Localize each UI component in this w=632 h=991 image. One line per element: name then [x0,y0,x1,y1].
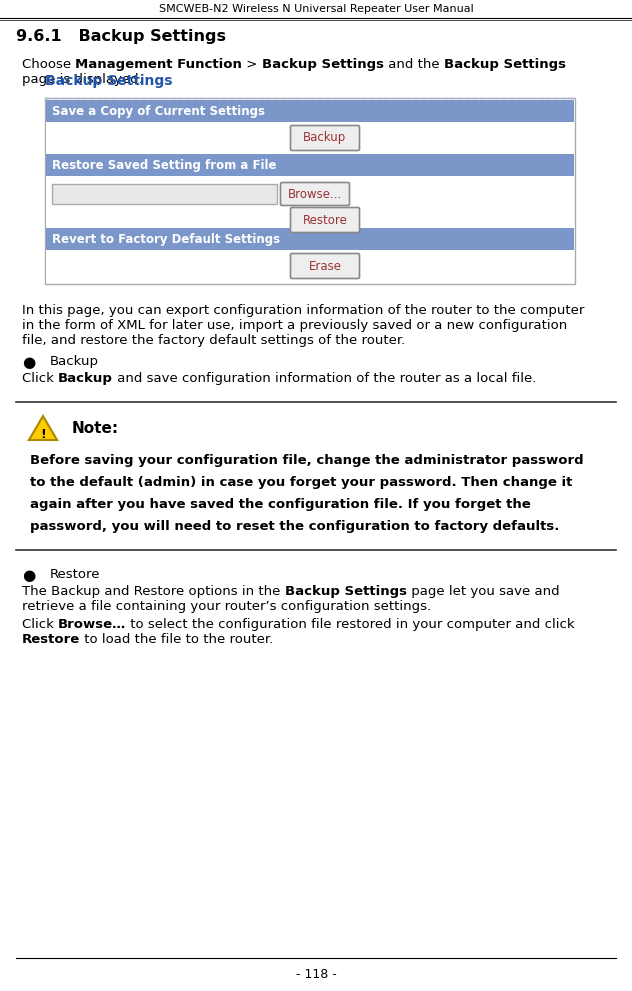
Text: ●: ● [22,568,35,583]
Text: to select the configuration file restored in your computer and click: to select the configuration file restore… [126,618,575,631]
FancyBboxPatch shape [46,122,574,154]
Text: and save configuration information of the router as a local file.: and save configuration information of th… [113,372,537,385]
FancyBboxPatch shape [45,98,575,284]
FancyBboxPatch shape [46,228,574,250]
Text: Revert to Factory Default Settings: Revert to Factory Default Settings [52,233,280,246]
Text: Backup Settings: Backup Settings [45,74,173,88]
Text: Click: Click [22,618,58,631]
FancyBboxPatch shape [52,184,277,204]
Text: Backup: Backup [303,132,346,145]
Text: - 118 -: - 118 - [296,968,336,981]
Text: Browse…: Browse… [58,618,126,631]
Text: Restore: Restore [50,568,100,581]
FancyBboxPatch shape [46,100,574,122]
Text: to load the file to the router.: to load the file to the router. [80,633,274,646]
Text: Note:: Note: [72,421,119,436]
Text: to the default (admin) in case you forget your password. Then change it: to the default (admin) in case you forge… [30,476,573,489]
Text: Backup Settings: Backup Settings [284,585,406,598]
Text: !: ! [40,427,46,441]
Text: page let you save and: page let you save and [406,585,559,598]
Text: page is displayed.: page is displayed. [22,73,143,86]
Text: SMCWEB-N2 Wireless N Universal Repeater User Manual: SMCWEB-N2 Wireless N Universal Repeater … [159,4,473,14]
Polygon shape [29,416,57,440]
Text: In this page, you can export configuration information of the router to the comp: In this page, you can export configurati… [22,304,585,317]
Text: Restore Saved Setting from a File: Restore Saved Setting from a File [52,159,277,171]
Text: Backup Settings: Backup Settings [262,58,384,71]
Text: Erase: Erase [308,260,341,273]
FancyBboxPatch shape [46,154,574,176]
Text: Choose: Choose [22,58,75,71]
Text: Restore: Restore [303,213,348,227]
Text: retrieve a file containing your router’s configuration settings.: retrieve a file containing your router’s… [22,600,431,613]
Text: in the form of XML for later use, import a previously saved or a new configurati: in the form of XML for later use, import… [22,319,568,332]
FancyBboxPatch shape [281,182,349,205]
Text: Restore: Restore [22,633,80,646]
Text: Browse...: Browse... [288,187,342,200]
Text: file, and restore the factory default settings of the router.: file, and restore the factory default se… [22,334,405,347]
Text: and the: and the [384,58,444,71]
FancyBboxPatch shape [291,207,360,233]
Text: Click: Click [22,372,58,385]
FancyBboxPatch shape [291,126,360,151]
Text: Backup Settings: Backup Settings [444,58,566,71]
FancyBboxPatch shape [46,176,574,228]
FancyBboxPatch shape [291,254,360,278]
Text: Backup: Backup [50,355,99,368]
Text: password, you will need to reset the configuration to factory defaults.: password, you will need to reset the con… [30,520,559,533]
Text: 9.6.1   Backup Settings: 9.6.1 Backup Settings [16,29,226,44]
FancyBboxPatch shape [46,250,574,282]
Text: Before saving your configuration file, change the administrator password: Before saving your configuration file, c… [30,454,583,467]
Text: The Backup and Restore options in the: The Backup and Restore options in the [22,585,284,598]
Text: >: > [242,58,262,71]
Text: again after you have saved the configuration file. If you forget the: again after you have saved the configura… [30,498,531,511]
Text: Management Function: Management Function [75,58,242,71]
Text: Save a Copy of Current Settings: Save a Copy of Current Settings [52,104,265,118]
Text: Backup: Backup [58,372,113,385]
Text: ●: ● [22,355,35,370]
